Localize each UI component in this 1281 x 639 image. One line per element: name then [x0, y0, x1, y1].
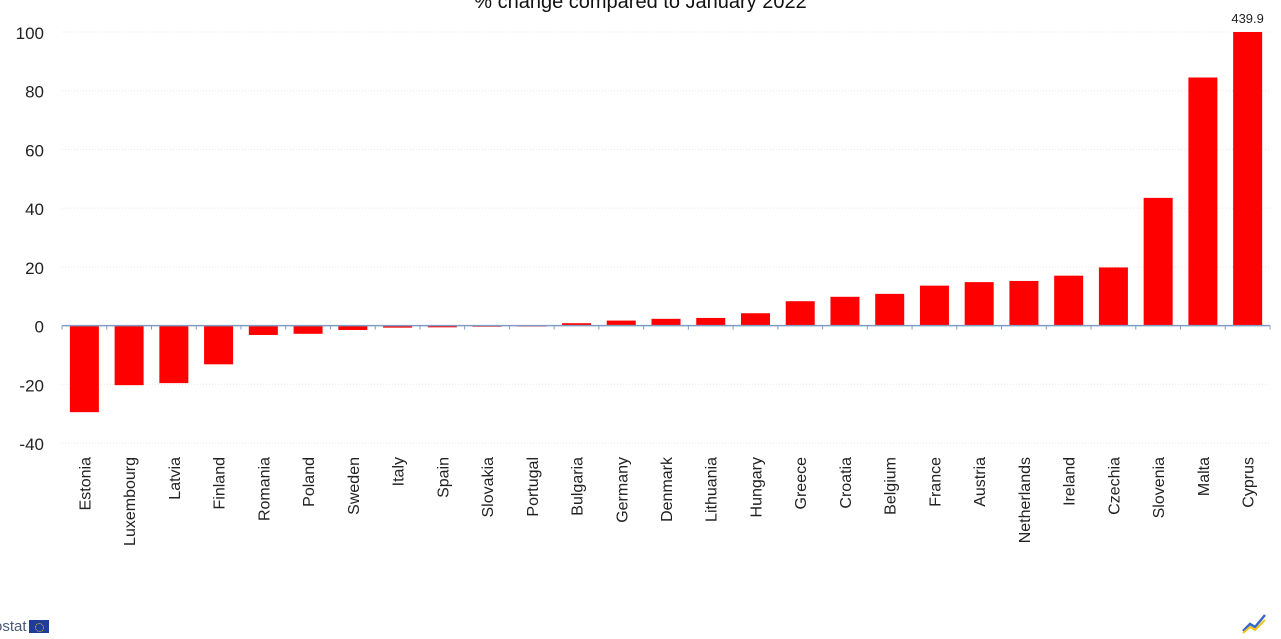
- x-tick-label: Cyprus: [1241, 457, 1258, 508]
- y-tick-label: 40: [25, 200, 44, 219]
- trend-line-icon: [1242, 614, 1266, 634]
- bar-sweden: [338, 325, 368, 330]
- y-tick-label: -20: [19, 376, 44, 395]
- bar-czechia: [1098, 267, 1128, 326]
- x-tick-label: Netherlands: [1017, 457, 1034, 543]
- bar-greece: [785, 301, 815, 326]
- bar-luxembourg: [114, 325, 144, 386]
- x-tick-label: Lithuania: [704, 457, 721, 522]
- x-tick-label: Bulgaria: [570, 457, 587, 516]
- bar-slovenia: [1143, 197, 1173, 326]
- bar-italy: [383, 325, 413, 328]
- x-tick-label: France: [927, 457, 944, 507]
- x-tick-label: Greece: [793, 457, 810, 510]
- bar-romania: [248, 325, 278, 335]
- x-tick-label: Romania: [256, 457, 273, 521]
- bar-france: [919, 285, 949, 326]
- y-tick-label: 60: [25, 141, 44, 160]
- bar-croatia: [830, 296, 860, 326]
- x-tick-label: Spain: [435, 457, 452, 498]
- x-tick-label: Germany: [614, 457, 631, 523]
- bar-bulgaria: [562, 323, 592, 326]
- bar-austria: [964, 282, 994, 326]
- bar-value-label: 439.9: [1231, 11, 1264, 26]
- x-tick-label: Slovenia: [1151, 457, 1168, 518]
- bar-belgium: [875, 293, 905, 326]
- x-tick-label: Croatia: [838, 457, 855, 509]
- y-tick-label: 100: [16, 24, 44, 43]
- x-tick-label: Austria: [972, 457, 989, 507]
- x-tick-label: Poland: [301, 457, 318, 507]
- x-tick-label: Portugal: [525, 457, 542, 517]
- x-tick-label: Czechia: [1106, 457, 1123, 515]
- x-tick-label: Luxembourg: [122, 457, 139, 546]
- bar-denmark: [651, 318, 681, 326]
- x-tick-label: Malta: [1196, 457, 1213, 496]
- x-tick-label: Belgium: [883, 457, 900, 515]
- bar-latvia: [159, 325, 189, 384]
- bar-ireland: [1054, 275, 1084, 326]
- x-tick-label: Sweden: [346, 457, 363, 515]
- x-tick-label: Ireland: [1062, 457, 1079, 506]
- bar-lithuania: [696, 317, 726, 326]
- x-tick-label: Hungary: [748, 457, 765, 517]
- bar-cyprus: [1233, 32, 1263, 326]
- bar-malta: [1188, 77, 1218, 326]
- bar-germany: [606, 320, 636, 326]
- y-tick-label: 80: [25, 83, 44, 102]
- y-tick-label: 0: [35, 318, 44, 337]
- bar-poland: [293, 325, 323, 334]
- source-logo: ostat: [0, 618, 49, 635]
- x-tick-label: Denmark: [659, 456, 676, 522]
- chart-title: % change compared to January 2022: [474, 0, 807, 13]
- y-tick-label: 20: [25, 259, 44, 278]
- x-tick-label: Finland: [212, 457, 229, 509]
- bar-estonia: [69, 325, 99, 413]
- bar-finland: [204, 325, 234, 365]
- x-tick-label: Slovakia: [480, 457, 497, 518]
- bar-hungary: [740, 313, 770, 326]
- source-label: ostat: [0, 618, 27, 635]
- x-tick-label: Italy: [391, 457, 408, 486]
- bar-spain: [427, 325, 457, 328]
- eu-flag-icon: [28, 620, 49, 633]
- x-tick-label: Latvia: [167, 457, 184, 500]
- x-tick-label: Estonia: [77, 457, 94, 510]
- y-tick-label: -40: [19, 435, 44, 454]
- bar-netherlands: [1009, 280, 1039, 326]
